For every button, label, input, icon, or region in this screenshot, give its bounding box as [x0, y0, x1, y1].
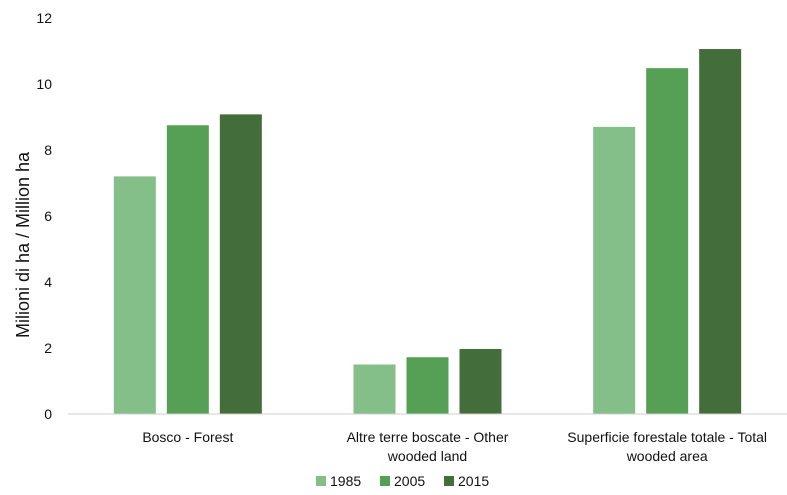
x-category-label: Bosco - Forest: [142, 429, 233, 445]
bar-2005: [166, 125, 209, 414]
bar-2015: [699, 49, 742, 415]
y-tick-label: 10: [36, 76, 52, 92]
x-category-label: Superficie forestale totale - Total: [567, 429, 767, 445]
legend-label-1985: 1985: [330, 473, 361, 489]
x-category-label: wooded land: [387, 448, 467, 464]
legend-label-2005: 2005: [394, 473, 425, 489]
bar-1985: [353, 364, 396, 414]
legend-swatch-1985: [316, 476, 326, 486]
legend-swatch-2005: [380, 476, 390, 486]
y-axis-label: Milioni di ha / Million ha: [13, 151, 33, 338]
bar-2005: [406, 357, 449, 414]
y-axis-ticks: 0 2 4 6 8 10 12: [36, 10, 52, 422]
bar-2015: [219, 114, 262, 415]
y-tick-label: 6: [44, 208, 52, 224]
bar-1985: [113, 176, 156, 414]
legend: 1985 2005 2015: [316, 473, 489, 489]
x-category-label: Altre terre boscate - Other: [347, 429, 509, 445]
bars: [113, 49, 742, 415]
x-axis-category-labels: Bosco - Forest Altre terre boscate - Othe…: [142, 429, 767, 464]
legend-label-2015: 2015: [458, 473, 489, 489]
y-tick-label: 8: [44, 142, 52, 158]
y-tick-label: 0: [44, 406, 52, 422]
bar-2005: [646, 68, 689, 414]
legend-swatch-2015: [444, 476, 454, 486]
y-tick-label: 4: [44, 274, 52, 290]
bar-1985: [593, 126, 636, 415]
y-tick-label: 12: [36, 10, 52, 26]
y-tick-label: 2: [44, 340, 52, 356]
bar-2015: [459, 348, 502, 414]
x-category-label: wooded area: [626, 448, 708, 464]
